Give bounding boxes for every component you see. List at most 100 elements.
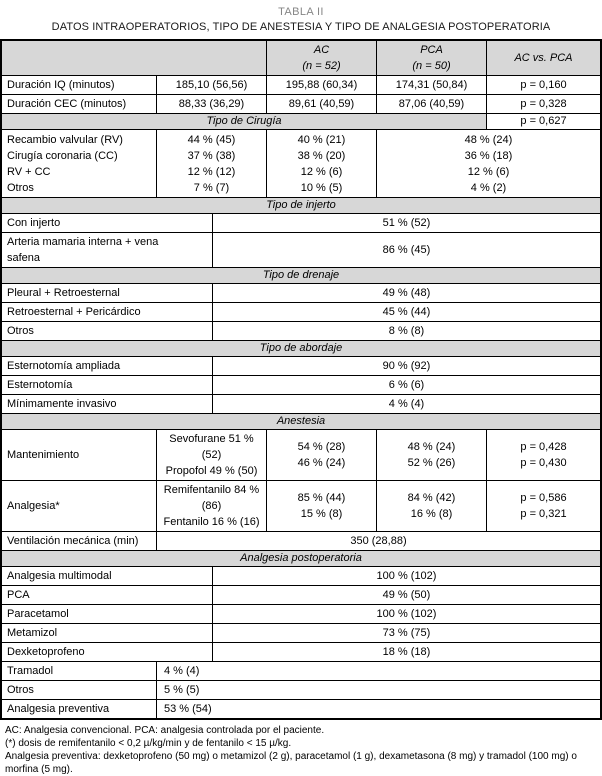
- row-drenaje-2: Retroesternal + Pericárdico 45 % (44): [2, 303, 600, 322]
- footnote: (*) dosis de remifentanilo < 0,2 µ/kg/mi…: [5, 738, 292, 749]
- row-postop-dexketoprofeno: Dexketoprofeno 18 % (18): [2, 643, 600, 662]
- cell-label: PCA: [2, 586, 213, 604]
- cell-total-list: Remifentanilo 84 % (86) Fentanilo 16 % (…: [157, 481, 267, 531]
- cell-value: 100 % (102): [376, 608, 437, 620]
- col-header-ac-name: AC: [313, 44, 330, 56]
- cell-value: 90 % (92): [382, 360, 431, 372]
- value-line: 48 % (24): [464, 133, 513, 146]
- row-postop-tramadol: Tramadol 4 % (4): [2, 662, 600, 681]
- row-duracion-iq: Duración IQ (minutos) 185,10 (56,56) 195…: [2, 76, 600, 95]
- value-line: 12 % (6): [467, 165, 510, 178]
- section-header-injerto: Tipo de injerto: [2, 198, 600, 213]
- header-row: AC (n = 52) PCA (n = 50) AC vs. PCA: [2, 41, 600, 76]
- cell-label: Pleural + Retroesternal: [2, 284, 213, 302]
- cell-value: 100 % (102): [376, 570, 437, 582]
- cell-label: Mantenimiento: [2, 430, 157, 480]
- cell-label: Metamizol: [2, 624, 213, 642]
- value-line: Fentanilo 16 % (16): [163, 516, 260, 528]
- cell-label: Ventilación mecánica (min): [2, 532, 157, 550]
- cell-p: p = 0,328: [520, 98, 567, 110]
- cell-value: 18 % (18): [382, 646, 431, 658]
- cell-label: Esternotomía ampliada: [2, 357, 213, 375]
- col-header-ac: AC (n = 52): [267, 41, 377, 75]
- col-header-pca-n: (n = 50): [412, 60, 451, 72]
- value-line: 16 % (8): [410, 508, 453, 520]
- row-abordaje-3: Mínimamente invasivo 4 % (4): [2, 395, 600, 414]
- value-line: 10 % (5): [300, 181, 343, 194]
- cell-total: 88,33 (36,29): [157, 95, 267, 113]
- label-line: Otros: [7, 181, 34, 194]
- row-abordaje-1: Esternotomía ampliada 90 % (92): [2, 357, 600, 376]
- row-drenaje-1: Pleural + Retroesternal 49 % (48): [2, 284, 600, 303]
- corner-cell: [2, 41, 267, 75]
- section-header-drenaje: Tipo de drenaje: [2, 268, 600, 283]
- label-text: Arteria mamaria interna + vena safena: [7, 236, 159, 264]
- cell-label: Esternotomía: [2, 376, 213, 394]
- value-line: 12 % (6): [300, 165, 343, 178]
- cell-label: Retroesternal + Pericárdico: [2, 303, 213, 321]
- value-line: 7 % (7): [193, 181, 230, 194]
- section-row-postoperatoria: Analgesia postoperatoria: [2, 551, 600, 567]
- row-postop-preventiva: Analgesia preventiva 53 % (54): [2, 700, 600, 718]
- value-line: Remifentanilo 84 % (86): [163, 484, 260, 512]
- section-header-abordaje: Tipo de abordaje: [2, 341, 600, 356]
- value-line: 36 % (18): [464, 149, 513, 162]
- cell-label: Analgesia*: [2, 481, 157, 531]
- cell-label: Arteria mamaria interna + vena safena: [2, 233, 213, 267]
- row-postop-metamizol: Metamizol 73 % (75): [2, 624, 600, 643]
- row-postop-multimodal: Analgesia multimodal 100 % (102): [2, 567, 600, 586]
- footnote: Analgesia preventiva: dexketoprofeno (50…: [5, 751, 577, 775]
- cell-value: 53 % (54): [164, 703, 212, 715]
- cell-value: 350 (28,88): [350, 535, 407, 547]
- value-line: p = 0,430: [520, 457, 567, 469]
- value-line: Sevofurane 51 % (52): [169, 433, 254, 461]
- value-line: 54 % (28): [297, 441, 346, 453]
- row-ventilacion: Ventilación mecánica (min) 350 (28,88): [2, 532, 600, 551]
- table-caption: DATOS INTRAOPERATORIOS, TIPO DE ANESTESI…: [51, 21, 551, 33]
- value-line: 37 % (38): [187, 149, 236, 162]
- value-line: 12 % (12): [187, 165, 236, 178]
- row-postop-pca: PCA 49 % (50): [2, 586, 600, 605]
- row-cirugia-values: Recambio valvular (RV) Cirugía coronaria…: [2, 130, 600, 198]
- cell-pca: 87,06 (40,59): [377, 95, 487, 113]
- cell-label: Paracetamol: [2, 605, 213, 623]
- cell-pca-list: 84 % (42) 16 % (8): [377, 481, 487, 531]
- section-row-cirugia: Tipo de Cirugía p = 0,627: [2, 114, 600, 130]
- cell-p: p = 0,160: [520, 79, 567, 91]
- row-mantenimiento: Mantenimiento Sevofurane 51 % (52) Propo…: [2, 430, 600, 481]
- value-line: 52 % (26): [407, 457, 456, 469]
- cell-label: Con injerto: [2, 214, 213, 232]
- col-header-comparison-label: AC vs. PCA: [514, 52, 573, 64]
- row-arteria-mamaria: Arteria mamaria interna + vena safena 86…: [2, 233, 600, 268]
- table-number: TABLA II: [278, 6, 324, 18]
- value-line: 48 % (24): [407, 441, 456, 453]
- value-line: p = 0,321: [520, 508, 567, 520]
- row-drenaje-3: Otros 8 % (8): [2, 322, 600, 341]
- label-line: Recambio valvular (RV): [7, 133, 123, 146]
- cell-ac-list: 40 % (21) 38 % (20) 12 % (6) 10 % (5): [267, 130, 377, 197]
- cell-label: Duración CEC (minutos): [2, 95, 157, 113]
- section-row-drenaje: Tipo de drenaje: [2, 268, 600, 284]
- row-abordaje-2: Esternotomía 6 % (6): [2, 376, 600, 395]
- section-header-postoperatoria: Analgesia postoperatoria: [2, 551, 600, 566]
- cell-value: 4 % (4): [388, 398, 425, 410]
- cell-label: Duración IQ (minutos): [2, 76, 157, 94]
- section-row-injerto: Tipo de injerto: [2, 198, 600, 214]
- cell-value: 5 % (5): [164, 684, 200, 696]
- cell-label: Otros: [2, 681, 157, 699]
- cell-total-list: 44 % (45) 37 % (38) 12 % (12) 7 % (7): [157, 130, 267, 197]
- cell-label: Analgesia multimodal: [2, 567, 213, 585]
- value-line: 40 % (21): [297, 133, 346, 146]
- col-header-pca: PCA (n = 50): [377, 41, 487, 75]
- row-postop-paracetamol: Paracetamol 100 % (102): [2, 605, 600, 624]
- cell-value: 6 % (6): [388, 379, 425, 391]
- cell-label: Analgesia preventiva: [2, 700, 157, 718]
- cell-label: Dexketoprofeno: [2, 643, 213, 661]
- cell-value: 73 % (75): [382, 627, 431, 639]
- section-header-anestesia: Anestesia: [2, 414, 600, 429]
- row-con-injerto: Con injerto 51 % (52): [2, 214, 600, 233]
- value-line: 4 % (2): [470, 181, 507, 194]
- cell-value: 49 % (50): [382, 589, 431, 601]
- cell-p-list: p = 0,586 p = 0,321: [487, 481, 600, 531]
